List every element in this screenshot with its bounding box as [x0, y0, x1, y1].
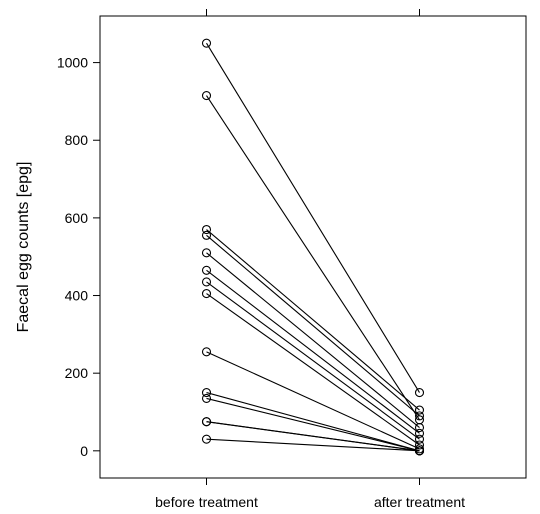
point-after	[414, 428, 425, 438]
y-tick-label: 400	[65, 288, 89, 304]
point-after	[414, 422, 425, 433]
pair-line	[206, 281, 420, 440]
pair-line	[206, 397, 420, 452]
point-before	[201, 417, 212, 427]
point-before	[201, 393, 212, 403]
point-before	[201, 388, 212, 398]
plot-frame	[99, 15, 527, 479]
y-tick-label: 200	[65, 365, 89, 381]
pair-line	[206, 421, 420, 452]
point-before	[201, 434, 212, 444]
point-after	[414, 446, 425, 456]
data-points	[201, 38, 425, 456]
y-tick-label: 800	[65, 132, 89, 148]
series-lines	[206, 42, 420, 452]
x-tick-label: after treatment	[374, 494, 465, 510]
pair-line	[206, 42, 420, 393]
pair-line	[206, 95, 420, 421]
y-tick-label: 0	[80, 443, 88, 459]
point-before	[201, 347, 212, 357]
point-after	[414, 411, 425, 421]
y-axis-label: Faecal egg counts [epg]	[15, 162, 32, 333]
point-before	[201, 265, 212, 275]
pair-line	[206, 293, 420, 446]
point-before	[201, 230, 212, 240]
point-before	[201, 91, 212, 101]
pair-line	[206, 351, 420, 450]
point-before	[201, 289, 212, 299]
point-after	[414, 434, 425, 444]
point-after	[414, 405, 425, 415]
x-tick-label: before treatment	[155, 494, 258, 510]
x-axis: before treatment after treatment	[155, 9, 465, 510]
pair-line	[206, 438, 420, 452]
point-before	[201, 277, 212, 287]
y-axis: 0 200 400 600 800 1000	[57, 55, 100, 459]
point-after	[414, 388, 425, 398]
pair-line	[206, 392, 420, 452]
point-after	[414, 440, 425, 450]
pair-line	[206, 269, 420, 434]
point-before	[201, 224, 212, 235]
pair-line	[206, 229, 420, 411]
pair-line	[206, 252, 420, 428]
y-tick-label: 600	[65, 210, 89, 226]
y-tick-label: 1000	[57, 55, 88, 71]
point-before	[201, 38, 212, 48]
pair-line	[206, 234, 420, 417]
point-before	[201, 248, 212, 258]
